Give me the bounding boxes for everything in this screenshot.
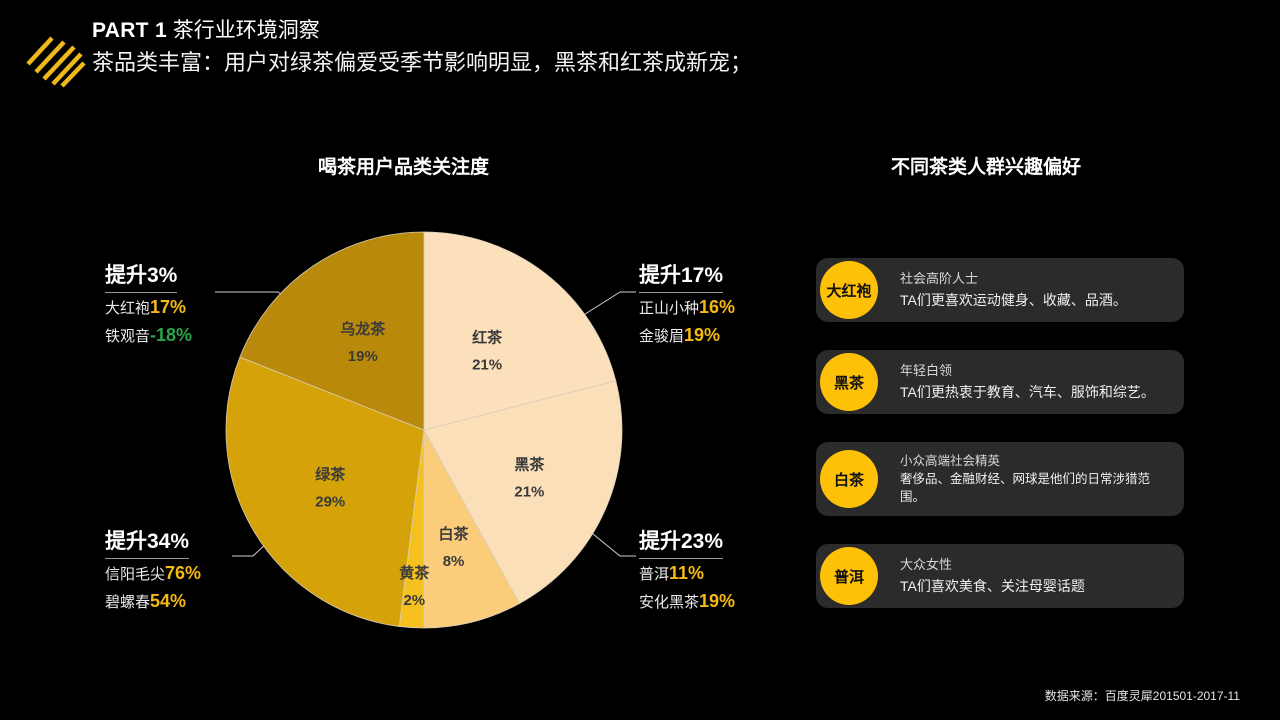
interest-card-dahongpao-audience: 社会高阶人士 xyxy=(900,271,979,286)
pie-slice-label-1: 黑茶 xyxy=(514,456,545,474)
pie-chart: 红茶 21% 黑茶 21% 白茶 8% 黄茶 2% 绿茶 29% 乌龙茶 19% xyxy=(224,230,624,630)
interest-card-baicha-audience: 小众高端社会精英 xyxy=(900,454,1001,468)
callout-dark-tea-row-1-name: 普洱 xyxy=(639,566,670,583)
pie-slice-value-4: 29% xyxy=(315,493,345,510)
callout-dark-tea-row-2-value: 19% xyxy=(699,591,736,611)
callout-green-tea-row-1: 信阳毛尖76% xyxy=(105,561,201,587)
pie-slice-value-1: 21% xyxy=(514,484,544,501)
callout-green-tea-row-2-name: 碧螺春 xyxy=(105,594,151,611)
pie-slice-2 xyxy=(423,429,520,629)
interest-card-puer-description: TA们喜欢美食、关注母婴话题 xyxy=(900,578,1085,594)
callout-oolong-row-1-name: 大红袍 xyxy=(105,300,151,317)
pie-slice-1 xyxy=(423,380,623,605)
callout-dark-tea-row-1: 普洱11% xyxy=(639,561,735,587)
callout-dark-tea-head: 提升23% xyxy=(639,528,724,559)
callout-black-tea-row-2: 金骏眉19% xyxy=(639,323,735,349)
callout-black-tea-row-1-value: 16% xyxy=(699,297,736,317)
interest-cards-list: 大红袍 社会高阶人士 TA们更喜欢运动健身、收藏、品酒。 黑茶 年轻白领 TA们… xyxy=(816,258,1184,636)
callout-green-tea: 提升34% 信阳毛尖76% 碧螺春54% xyxy=(105,528,201,615)
interest-card-heicha-audience: 年轻白领 xyxy=(900,363,953,378)
callout-black-tea: 提升17% 正山小种16% 金骏眉19% xyxy=(639,262,735,349)
interest-card-dahongpao-badge: 大红袍 xyxy=(820,261,878,319)
callout-oolong-row-2-name: 铁观音 xyxy=(105,328,151,345)
pie-slice-label-3: 黄茶 xyxy=(399,564,430,582)
interest-card-baicha-description: 奢侈品、金融财经、网球是他们的日常涉猎范围。 xyxy=(900,472,1151,504)
left-panel-title: 喝茶用户品类关注度 xyxy=(318,157,490,178)
interest-card-baicha-badge: 白茶 xyxy=(820,450,878,508)
callout-black-tea-row-2-name: 金骏眉 xyxy=(639,328,685,345)
callout-black-tea-head: 提升17% xyxy=(639,262,724,293)
callout-dark-tea-row-2: 安化黑茶19% xyxy=(639,589,735,615)
pie-slice-4 xyxy=(225,356,425,627)
right-panel-title: 不同茶类人群兴趣偏好 xyxy=(891,157,1082,178)
header-text-block: PART 1 茶行业环境洞察 茶品类丰富：用户对绿茶偏爱受季节影响明显，黑茶和红… xyxy=(92,16,752,80)
callout-black-tea-row-1: 正山小种16% xyxy=(639,295,735,321)
callout-green-tea-row-2-value: 54% xyxy=(150,591,187,611)
pie-slice-label-0: 红茶 xyxy=(472,329,503,347)
part-title: PART 1 茶行业环境洞察 xyxy=(92,16,752,46)
interest-card-baicha[interactable]: 白茶 小众高端社会精英 奢侈品、金融财经、网球是他们的日常涉猎范围。 xyxy=(816,442,1184,516)
interest-card-dahongpao-description: TA们更喜欢运动健身、收藏、品酒。 xyxy=(900,292,1127,308)
page-header: PART 1 茶行业环境洞察 茶品类丰富：用户对绿茶偏爱受季节影响明显，黑茶和红… xyxy=(0,0,1280,110)
callout-oolong: 提升3% 大红袍17% 铁观音-18% xyxy=(105,262,192,349)
pie-slices xyxy=(225,231,623,629)
diagonal-stripes-logo-icon xyxy=(26,36,86,88)
interest-card-heicha-badge: 黑茶 xyxy=(820,353,878,411)
pie-chart-svg: 红茶 21% 黑茶 21% 白茶 8% 黄茶 2% 绿茶 29% 乌龙茶 19% xyxy=(225,231,623,629)
data-source-footnote: 数据来源：百度灵犀201501-2017-11 xyxy=(1044,689,1240,703)
pie-slice-5 xyxy=(239,231,425,431)
interest-card-puer-audience: 大众女性 xyxy=(900,557,953,572)
callout-dark-tea: 提升23% 普洱11% 安化黑茶19% xyxy=(639,528,735,615)
pie-slice-label-4: 绿茶 xyxy=(315,465,346,483)
callout-oolong-row-2: 铁观音-18% xyxy=(105,323,192,349)
page-headline: 茶品类丰富：用户对绿茶偏爱受季节影响明显，黑茶和红茶成新宠； xyxy=(92,50,753,75)
callout-green-tea-head: 提升34% xyxy=(105,528,190,559)
interest-card-heicha[interactable]: 黑茶 年轻白领 TA们更热衷于教育、汽车、服饰和综艺。 xyxy=(816,350,1184,414)
callout-green-tea-row-1-name: 信阳毛尖 xyxy=(105,566,166,583)
pie-slice-0 xyxy=(423,231,617,431)
pie-slice-value-5: 19% xyxy=(348,348,378,365)
pie-slice-labels: 红茶 21% 黑茶 21% 白茶 8% 黄茶 2% 绿茶 29% 乌龙茶 19% xyxy=(315,320,545,609)
callout-black-tea-row-2-value: 19% xyxy=(684,325,721,345)
callout-dark-tea-row-1-value: 11% xyxy=(669,563,705,583)
pie-slice-label-2: 白茶 xyxy=(439,525,470,543)
interest-card-puer-badge: 普洱 xyxy=(820,547,878,605)
callout-oolong-head: 提升3% xyxy=(105,262,178,293)
pie-slice-value-2: 8% xyxy=(443,553,465,570)
pie-slice-label-5: 乌龙茶 xyxy=(340,320,386,338)
callout-black-tea-row-1-name: 正山小种 xyxy=(639,300,700,317)
callout-green-tea-row-1-value: 76% xyxy=(165,563,202,583)
part-label: PART 1 xyxy=(92,19,167,42)
callout-oolong-row-1: 大红袍17% xyxy=(105,295,192,321)
callout-oolong-row-1-value: 17% xyxy=(150,297,187,317)
interest-card-heicha-description: TA们更热衷于教育、汽车、服饰和综艺。 xyxy=(900,384,1155,400)
interest-card-puer[interactable]: 普洱 大众女性 TA们喜欢美食、关注母婴话题 xyxy=(816,544,1184,608)
callout-green-tea-row-2: 碧螺春54% xyxy=(105,589,201,615)
pie-slice-value-3: 2% xyxy=(403,592,425,609)
interest-card-dahongpao[interactable]: 大红袍 社会高阶人士 TA们更喜欢运动健身、收藏、品酒。 xyxy=(816,258,1184,322)
callout-dark-tea-row-2-name: 安化黑茶 xyxy=(639,594,700,611)
pie-slice-value-0: 21% xyxy=(472,357,502,374)
part-subtitle: 茶行业环境洞察 xyxy=(172,19,320,42)
callout-oolong-row-2-value: -18% xyxy=(150,325,193,345)
